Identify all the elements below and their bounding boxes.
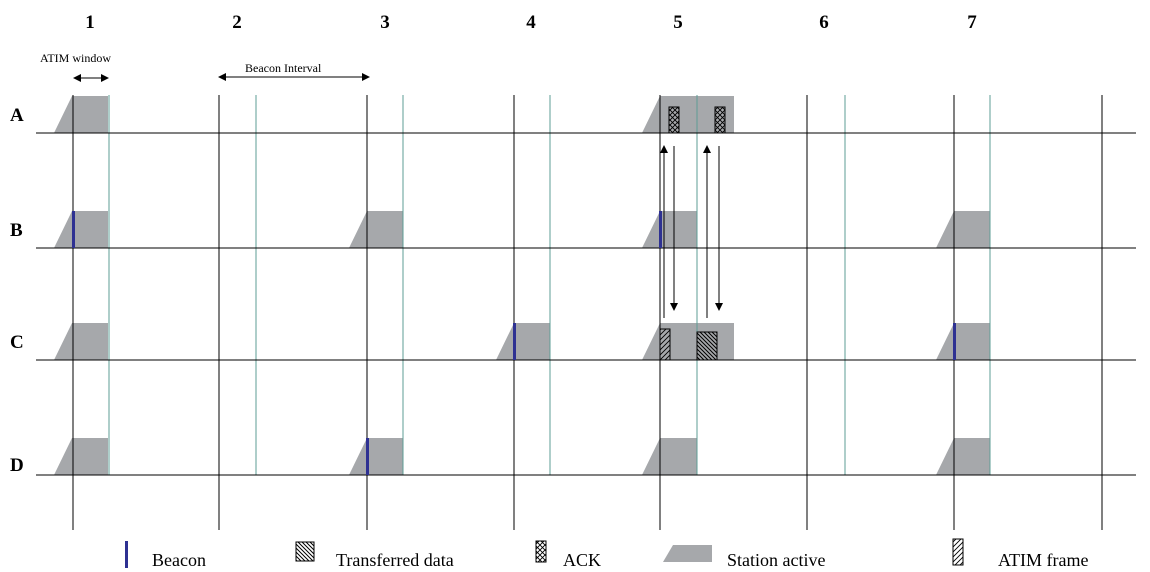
legend-ack-swatch bbox=[535, 540, 547, 563]
interval-number-3: 3 bbox=[380, 12, 390, 33]
station-active-region bbox=[642, 438, 697, 475]
station-active-region bbox=[54, 211, 108, 248]
interval-number-6: 6 bbox=[819, 12, 829, 33]
legend-beacon-label: Beacon bbox=[152, 550, 206, 570]
station-active-region bbox=[936, 438, 990, 475]
interval-5-frames bbox=[659, 106, 726, 361]
interval-number-4: 4 bbox=[526, 12, 536, 33]
legend-atim-frame-swatch bbox=[952, 538, 964, 566]
interval-number-2: 2 bbox=[232, 12, 242, 33]
station-active-region bbox=[496, 323, 550, 360]
station-active-region bbox=[642, 211, 697, 248]
station-active-region bbox=[642, 96, 734, 133]
beacons bbox=[72, 211, 956, 475]
legend-ack-label: ACK bbox=[563, 550, 601, 570]
legend-beacon-swatch bbox=[125, 541, 128, 568]
station-active-region bbox=[642, 323, 734, 360]
atim-window-end-lines bbox=[108, 95, 991, 475]
station-label-b: B bbox=[10, 220, 23, 241]
interval-number-7: 7 bbox=[967, 12, 977, 33]
ack-frame bbox=[714, 106, 726, 134]
station-active-regions bbox=[54, 96, 990, 475]
station-active-region bbox=[54, 323, 108, 360]
station-active-region bbox=[936, 211, 990, 248]
atim-window-annotation: ATIM window bbox=[40, 51, 111, 82]
frame-exchange-arrows bbox=[660, 145, 723, 318]
station-label-d: D bbox=[10, 455, 24, 476]
station-active-region bbox=[936, 323, 990, 360]
interval-number-1: 1 bbox=[85, 12, 95, 33]
beacon-mark bbox=[72, 211, 75, 248]
station-active-region bbox=[349, 211, 403, 248]
interval-numbers: 1 2 3 4 5 6 7 bbox=[85, 12, 977, 33]
station-label-a: A bbox=[10, 105, 24, 126]
legend-atim-frame-label: ATIM frame bbox=[998, 550, 1088, 570]
beacon-mark bbox=[366, 438, 369, 475]
station-labels: A B C D bbox=[10, 105, 24, 476]
atim-frame bbox=[659, 328, 671, 361]
legend-transferred-data-label: Transferred data bbox=[336, 550, 454, 570]
legend-station-active-swatch bbox=[663, 545, 712, 562]
atim-window-label: ATIM window bbox=[40, 51, 111, 65]
transferred-data-frame bbox=[696, 331, 718, 361]
station-label-c: C bbox=[10, 332, 24, 353]
beacon-mark bbox=[953, 323, 956, 360]
legend-transferred-data-swatch bbox=[295, 541, 315, 562]
ack-frame bbox=[668, 106, 680, 134]
beacon-mark bbox=[659, 211, 662, 248]
station-active-region bbox=[54, 438, 108, 475]
station-active-region bbox=[54, 96, 108, 133]
interval-number-5: 5 bbox=[673, 12, 683, 33]
station-timelines bbox=[36, 132, 1136, 476]
beacon-mark bbox=[513, 323, 516, 360]
legend: Beacon Transferred data ACK Station acti… bbox=[125, 538, 1088, 570]
beacon-interval-label: Beacon Interval bbox=[245, 61, 322, 75]
beacon-interval-annotation: Beacon Interval bbox=[218, 61, 370, 81]
legend-station-active-label: Station active bbox=[727, 550, 825, 570]
station-active-region bbox=[349, 438, 403, 475]
